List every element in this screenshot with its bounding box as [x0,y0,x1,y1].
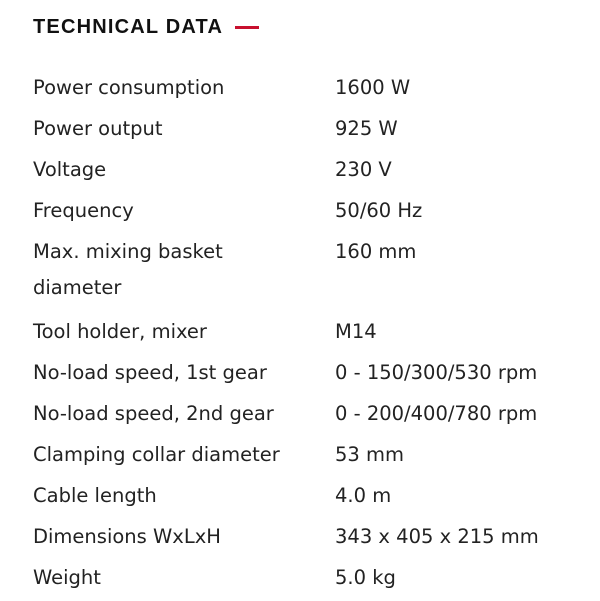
spec-row: Power consumption 1600 W [33,70,593,111]
section-title-text: TECHNICAL DATA [33,16,224,38]
spec-value: 160 mm [335,240,417,263]
spec-value: 343 x 405 x 215 mm [335,525,539,548]
spec-value: 53 mm [335,443,405,466]
spec-row: No-load speed, 1st gear 0 - 150/300/530 r… [33,355,593,396]
spec-label: Weight [33,566,101,589]
spec-label: Dimensions WxLxH [33,525,221,548]
spec-row: Cable length 4.0 m [33,478,593,519]
spec-row: Max. mixing basket diameter 160 mm [33,234,593,314]
spec-label: Clamping collar diameter [33,443,280,466]
spec-label: Max. mixing basket diameter [33,240,223,299]
spec-row: Power output 925 W [33,111,593,152]
spec-value: 230 V [335,158,392,181]
spec-row: Weight 5.0 kg [33,560,593,601]
spec-value: 50/60 Hz [335,199,423,222]
spec-value: M14 [335,320,377,343]
spec-label: Frequency [33,199,134,222]
spec-row: Tool holder, mixer M14 [33,314,593,355]
section-title: TECHNICAL DATA [33,16,260,39]
technical-data-table: Power consumption 1600 W Power output 925 W… [33,70,593,601]
spec-value: 4.0 m [335,484,392,507]
spec-label: No-load speed, 1st gear [33,361,267,384]
spec-value: 5.0 kg [335,566,396,589]
spec-row: Dimensions WxLxH 343 x 405 x 215 mm [33,519,593,560]
spec-value: 1600 W [335,76,411,99]
spec-value: 0 - 150/300/530 rpm [335,361,538,384]
spec-label: Power consumption [33,76,225,99]
spec-row: No-load speed, 2nd gear 0 - 200/400/780 r… [33,396,593,437]
spec-label: Tool holder, mixer [33,320,207,343]
spec-row: Clamping collar diameter 53 mm [33,437,593,478]
spec-label: Cable length [33,484,157,507]
spec-row: Voltage 230 V [33,152,593,193]
spec-value: 925 W [335,117,398,140]
spec-label: Voltage [33,158,107,181]
spec-label: Power output [33,117,163,140]
accent-dash [235,26,260,29]
spec-row: Frequency 50/60 Hz [33,193,593,234]
spec-value: 0 - 200/400/780 rpm [335,402,538,425]
spec-label: No-load speed, 2nd gear [33,402,274,425]
